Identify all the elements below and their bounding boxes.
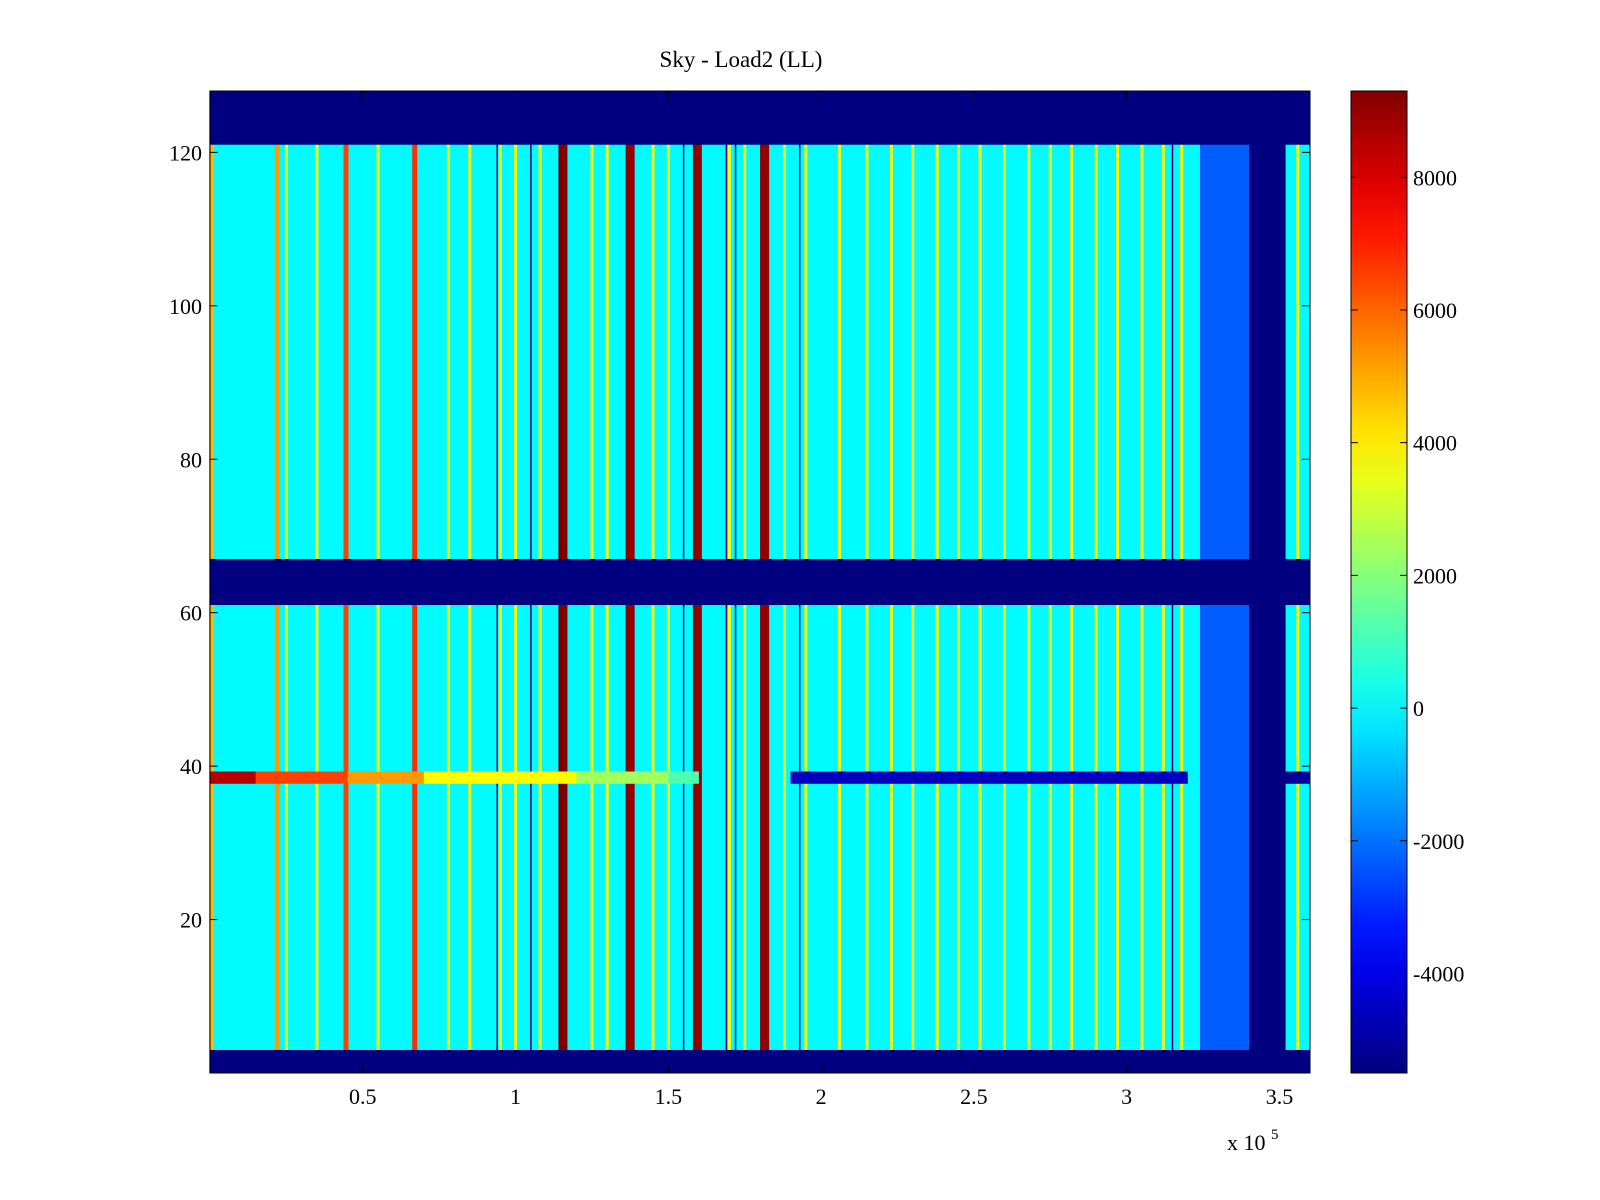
- heatmap-row-segment: [210, 771, 256, 784]
- heatmap-masked-row-band: [210, 91, 1310, 145]
- x-tick-label: 3: [1121, 1084, 1132, 1109]
- y-tick-label: 120: [169, 140, 202, 165]
- plot-frame: [209, 90, 1311, 1074]
- y-axis: 20 40 60 80 100 120: [169, 140, 1310, 933]
- x-axis: 0.5 1 1.5 2 2.5 3 3.5: [349, 91, 1293, 1109]
- y-tick-label: 40: [180, 754, 202, 779]
- heatmap-row-segment: [423, 771, 577, 784]
- colorbar-tick-label: 0: [1413, 696, 1424, 721]
- colorbar: -4000 -2000 0 2000 4000 6000 8000: [1350, 90, 1464, 1074]
- heatmap-row-segment: [790, 771, 1188, 784]
- heatmap-row-segment: [347, 771, 424, 784]
- x-tick-label: 1.5: [655, 1084, 683, 1109]
- x-axis-scale-label: x 10 5: [1227, 1127, 1279, 1155]
- y-tick-label: 80: [180, 447, 202, 472]
- colorbar-tick-label: 8000: [1413, 165, 1457, 190]
- chart-title: Sky - Load2 (LL): [660, 47, 823, 72]
- colorbar-tick-label: -2000: [1413, 829, 1464, 854]
- x-tick-label: 2: [816, 1084, 827, 1109]
- heatmap-row-segment: [668, 771, 699, 784]
- heatmap-row-segment: [1285, 771, 1310, 784]
- heatmap-masked-row-band: [210, 558, 1310, 606]
- colorbar-tick-label: 2000: [1413, 563, 1457, 588]
- x-tick-label: 1: [510, 1084, 521, 1109]
- y-tick-label: 20: [180, 908, 202, 933]
- colorbar-tick-label: -4000: [1413, 961, 1464, 986]
- heatmap: [209, 91, 1310, 1073]
- y-tick-label: 100: [169, 294, 202, 319]
- x-tick-label: 0.5: [349, 1084, 377, 1109]
- colorbar-tick-label: 6000: [1413, 298, 1457, 323]
- y-tick-label: 60: [180, 601, 202, 626]
- x-tick-label: 2.5: [960, 1084, 988, 1109]
- x-scale-base: x 10: [1227, 1130, 1266, 1155]
- x-scale-exponent: 5: [1271, 1127, 1279, 1143]
- heatmap-masked-row-band: [210, 1049, 1310, 1073]
- colorbar-tick-label: 4000: [1413, 431, 1457, 456]
- heatmap-row-segment: [576, 771, 669, 784]
- colorbar-gradient: [1350, 90, 1408, 1074]
- x-tick-label: 3.5: [1266, 1084, 1294, 1109]
- heatmap-row-segment: [255, 771, 348, 784]
